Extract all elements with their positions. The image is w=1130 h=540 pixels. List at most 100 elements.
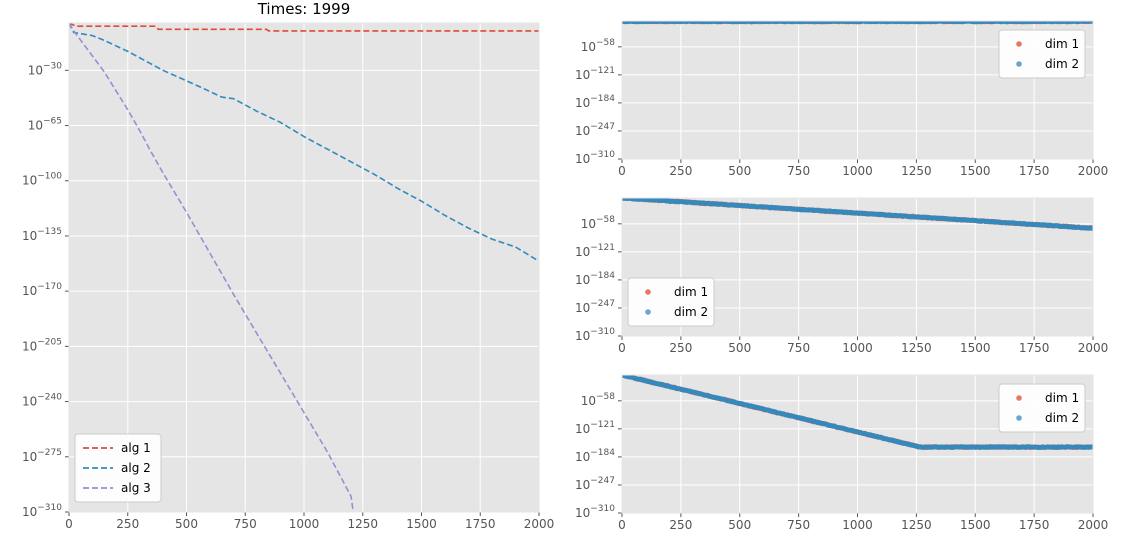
y-tick-label: 10−184: [575, 271, 615, 287]
legend-swatch-dim-2: [1016, 415, 1022, 421]
y-tick-label: 10−58: [581, 215, 616, 231]
x-tick-label: 500: [728, 518, 751, 532]
axes-frame: [621, 374, 1094, 514]
y-tick-label: 10−121: [575, 243, 615, 259]
x-tick-label: 1500: [960, 341, 991, 355]
y-tick-label: 10−30: [28, 61, 63, 77]
y-tick-label: 10−58: [581, 392, 616, 408]
legend-label-alg-2: alg 2: [121, 461, 151, 475]
legend-label-dim-1: dim 1: [674, 285, 708, 299]
x-tick-label: 750: [234, 517, 257, 531]
x-tick-label: 750: [787, 341, 810, 355]
axes-frame: [621, 20, 1094, 160]
x-tick-label: 250: [116, 517, 139, 531]
x-tick-label: 500: [728, 164, 751, 178]
y-tick-label: 10−58: [581, 38, 616, 54]
charts-layer: 0 250 500 750 1000 1250 1500 1750 2000 10−30 10−65…: [22, 20, 1109, 532]
x-tick-label: 2000: [524, 517, 555, 531]
plot-area: [69, 23, 539, 512]
y-tick-label: 10−184: [575, 448, 615, 464]
x-tick-label: 0: [65, 517, 73, 531]
x-tick-label: 1000: [842, 164, 873, 178]
legend: alg 1 alg 2 alg 3: [74, 433, 162, 503]
x-tick-label: 750: [787, 164, 810, 178]
x-tick-label: 250: [669, 518, 692, 532]
legend-swatch-dim-2: [645, 309, 651, 315]
series-dim-2: [622, 198, 1093, 231]
legend-swatch-dim-1: [645, 289, 651, 295]
legend-label-alg-3: alg 3: [121, 481, 151, 495]
x-tick-label: 1000: [842, 341, 873, 355]
series-line-alg-3: [69, 23, 355, 512]
y-tick-label: 10−247: [575, 122, 615, 138]
x-tick-label: 2000: [1078, 341, 1109, 355]
legend-label-dim-2: dim 2: [674, 305, 708, 319]
legend-swatch-dim-2: [1016, 61, 1022, 67]
legend-swatch-dim-1: [1016, 41, 1022, 47]
y-tick-label: 10−135: [22, 227, 62, 243]
x-tick-label: 1250: [901, 518, 932, 532]
legend: dim 1 dim 2: [998, 383, 1086, 433]
series-dim-2: [622, 375, 1093, 450]
y-tick-label: 10−247: [575, 299, 615, 315]
x-tick-label: 1250: [901, 164, 932, 178]
legend: dim 1 dim 2: [998, 29, 1086, 79]
x-tick-label: 1000: [842, 518, 873, 532]
x-tick-label: 0: [618, 341, 626, 355]
y-tick-label: 10−310: [575, 504, 615, 520]
point: [1090, 444, 1093, 450]
x-tick-label: 1750: [1019, 518, 1050, 532]
x-tick-label: 0: [618, 164, 626, 178]
x-tick-label: 500: [175, 517, 198, 531]
legend-label-dim-2: dim 2: [1045, 57, 1079, 71]
y-tick-label: 10−170: [22, 282, 62, 298]
y-tick-label: 10−121: [575, 66, 615, 82]
y-tick-label: 10−310: [575, 327, 615, 343]
x-tick-label: 750: [787, 518, 810, 532]
y-tick-label: 10−240: [22, 393, 62, 409]
legend-swatch-dim-1: [1016, 395, 1022, 401]
plot-area: [622, 21, 1093, 25]
x-tick-label: 1500: [960, 164, 991, 178]
legend-label-alg-1: alg 1: [121, 441, 151, 455]
series-line-alg-2: [69, 23, 539, 262]
axes-3: 0 250 500 750 1000 1250 1500 1750 2000 10−58 10−12…: [575, 197, 1109, 355]
y-tick-label: 10−205: [22, 337, 62, 353]
x-tick-label: 1250: [347, 517, 378, 531]
axes-frame: [68, 22, 540, 513]
y-tick-label: 10−310: [575, 150, 615, 166]
x-tick-label: 250: [669, 164, 692, 178]
plot-area: [622, 375, 1093, 450]
y-tick-label: 10−100: [22, 172, 62, 188]
x-tick-label: 2000: [1078, 164, 1109, 178]
x-tick-label: 1750: [1019, 164, 1050, 178]
y-tick-label: 10−310: [22, 503, 62, 519]
y-tick-label: 10−275: [22, 448, 62, 464]
y-tick-label: 10−121: [575, 420, 615, 436]
legend-label-dim-2: dim 2: [1045, 411, 1079, 425]
x-tick-label: 1500: [960, 518, 991, 532]
x-tick-label: 1250: [901, 341, 932, 355]
plot-area: [622, 198, 1093, 231]
series-dim-2: [622, 21, 1093, 25]
x-tick-label: 2000: [1078, 518, 1109, 532]
series-line-alg-1: [69, 23, 539, 32]
axes-1: 0 250 500 750 1000 1250 1500 1750 2000 10−30 10−65…: [22, 22, 555, 531]
point: [1090, 21, 1093, 25]
x-tick-label: 1000: [289, 517, 320, 531]
x-tick-label: 1500: [406, 517, 437, 531]
axes-4: 0 250 500 750 1000 1250 1500 1750 2000 10−58 10−12…: [575, 374, 1109, 532]
axes-frame: [621, 197, 1094, 337]
y-tick-label: 10−184: [575, 94, 615, 110]
y-tick-label: 10−65: [28, 117, 62, 133]
x-tick-label: 0: [618, 518, 626, 532]
x-tick-label: 1750: [465, 517, 496, 531]
legend-label-dim-1: dim 1: [1045, 391, 1079, 405]
x-tick-label: 1750: [1019, 341, 1050, 355]
point: [1090, 226, 1093, 231]
y-tick-label: 10−247: [575, 476, 615, 492]
legend: dim 1 dim 2: [627, 277, 715, 327]
figure-title: Times: 1999: [257, 0, 351, 18]
legend-box: [74, 433, 162, 503]
